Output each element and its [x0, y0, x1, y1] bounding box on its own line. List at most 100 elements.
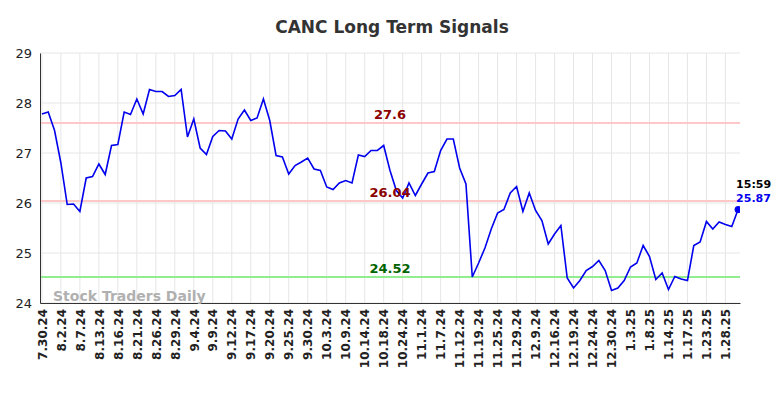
x-tick-label: 1.23.25	[700, 309, 714, 360]
last-point	[735, 206, 740, 213]
grid-line-x	[345, 53, 346, 303]
y-tick: 27	[15, 146, 40, 161]
x-tick: 8.29.24	[169, 303, 183, 360]
grid-line-y	[40, 153, 740, 154]
grid-line-x	[687, 53, 688, 303]
grid-line-x	[326, 53, 327, 303]
grid-line-y	[40, 203, 740, 204]
x-tick-label: 8.16.24	[112, 309, 126, 360]
grid-line-x	[79, 53, 80, 303]
title: CANC Long Term Signals	[275, 17, 509, 37]
reference-line	[40, 276, 740, 278]
y-tick: 28	[15, 96, 40, 111]
grid-line-x	[611, 53, 612, 303]
plot-area	[40, 90, 740, 291]
x-tick-label: 12.19.24	[567, 309, 581, 368]
x-tick-label: 11.19.24	[472, 309, 486, 368]
x-tick-label: 10.18.24	[377, 309, 391, 368]
grid-line-x	[630, 53, 631, 303]
x-tick: 11.7.24	[434, 303, 448, 360]
grid-line-x	[98, 53, 99, 303]
grid-line-x	[725, 53, 726, 303]
x-tick-label: 9.20.24	[263, 309, 277, 360]
y-tick-label: 24	[15, 296, 32, 311]
x-tick-label: 10.14.24	[358, 309, 372, 368]
x-tick-label: 10.9.24	[339, 309, 353, 360]
x-tick: 8.13.24	[93, 303, 107, 360]
x-tick: 12.30.24	[605, 303, 619, 368]
x-tick: 10.9.24	[339, 303, 353, 360]
grid-line-y	[40, 253, 740, 254]
x-tick-label: 1.17.25	[681, 309, 695, 360]
y-axis: 242526272829	[15, 46, 40, 311]
grid-line-x	[288, 53, 289, 303]
x-tick-label: 12.24.24	[586, 309, 600, 368]
grid-line-x	[212, 53, 213, 303]
x-tick: 9.25.24	[282, 303, 296, 360]
x-tick: 11.25.24	[491, 303, 505, 368]
x-tick: 11.12.24	[453, 303, 467, 368]
x-tick-label: 10.24.24	[396, 309, 410, 368]
x-tick: 9.20.24	[263, 303, 277, 360]
x-tick: 12.24.24	[586, 303, 600, 368]
x-tick-label: 12.16.24	[548, 309, 562, 368]
grid-line-x	[41, 53, 42, 303]
x-tick-label: 1.14.25	[662, 309, 676, 360]
time-label: 15:59	[736, 178, 771, 191]
x-tick: 8.16.24	[112, 303, 126, 360]
x-tick: 9.30.24	[301, 303, 315, 360]
grid-line-x	[668, 53, 669, 303]
x-tick-label: 8.7.24	[74, 309, 88, 352]
x-tick-label: 11.12.24	[453, 309, 467, 368]
y-tick: 29	[15, 46, 40, 61]
y-tick-label: 27	[15, 146, 32, 161]
grid-line-x	[573, 53, 574, 303]
grid	[40, 53, 740, 303]
grid-line-y	[40, 53, 740, 54]
grid-line-x	[155, 53, 156, 303]
x-tick-label: 9.9.24	[206, 309, 220, 352]
grid-line-x	[649, 53, 650, 303]
x-tick-label: 11.29.24	[510, 309, 524, 368]
y-tick: 26	[15, 196, 40, 211]
grid-line-x	[60, 53, 61, 303]
x-tick-label: 8.21.24	[131, 309, 145, 360]
x-tick: 12.16.24	[548, 303, 562, 368]
x-tick: 9.4.24	[187, 303, 201, 352]
x-tick: 12.19.24	[567, 303, 581, 368]
grid-line-x	[269, 53, 270, 303]
x-tick: 10.3.24	[320, 303, 334, 360]
watermark: Stock Traders Daily	[53, 288, 206, 304]
x-tick-label: 8.26.24	[150, 309, 164, 360]
grid-line-x	[174, 53, 175, 303]
x-tick: 8.21.24	[131, 303, 145, 360]
x-tick: 11.29.24	[510, 303, 524, 368]
y-tick-label: 26	[15, 196, 32, 211]
x-tick: 1.8.25	[643, 303, 657, 352]
y-tick-label: 28	[15, 96, 32, 111]
x-tick: 11.19.24	[472, 303, 486, 368]
reference-label: 24.52	[369, 261, 410, 276]
x-tick: 1.3.25	[624, 303, 638, 352]
y-axis-line	[40, 54, 41, 304]
x-tick-label: 11.25.24	[491, 309, 505, 368]
x-tick-label: 8.29.24	[169, 309, 183, 360]
grid-line-x	[516, 53, 517, 303]
x-tick: 1.14.25	[662, 303, 676, 360]
grid-line-x	[364, 53, 365, 303]
grid-line-x	[136, 53, 137, 303]
x-tick-label: 9.12.24	[225, 309, 239, 360]
x-tick-label: 12.30.24	[605, 309, 619, 368]
grid-line-x	[250, 53, 251, 303]
x-tick-label: 9.4.24	[187, 309, 201, 352]
x-tick: 12.9.24	[529, 303, 543, 360]
x-tick-label: 12.9.24	[529, 309, 543, 360]
x-tick: 1.23.25	[700, 303, 714, 360]
x-tick: 10.14.24	[358, 303, 372, 368]
x-tick: 9.12.24	[225, 303, 239, 360]
x-tick: 7.30.24	[36, 303, 50, 360]
grid-line-x	[535, 53, 536, 303]
price-line	[42, 90, 738, 291]
x-tick-label: 10.3.24	[320, 309, 334, 360]
reference-label: 26.04	[369, 185, 410, 200]
